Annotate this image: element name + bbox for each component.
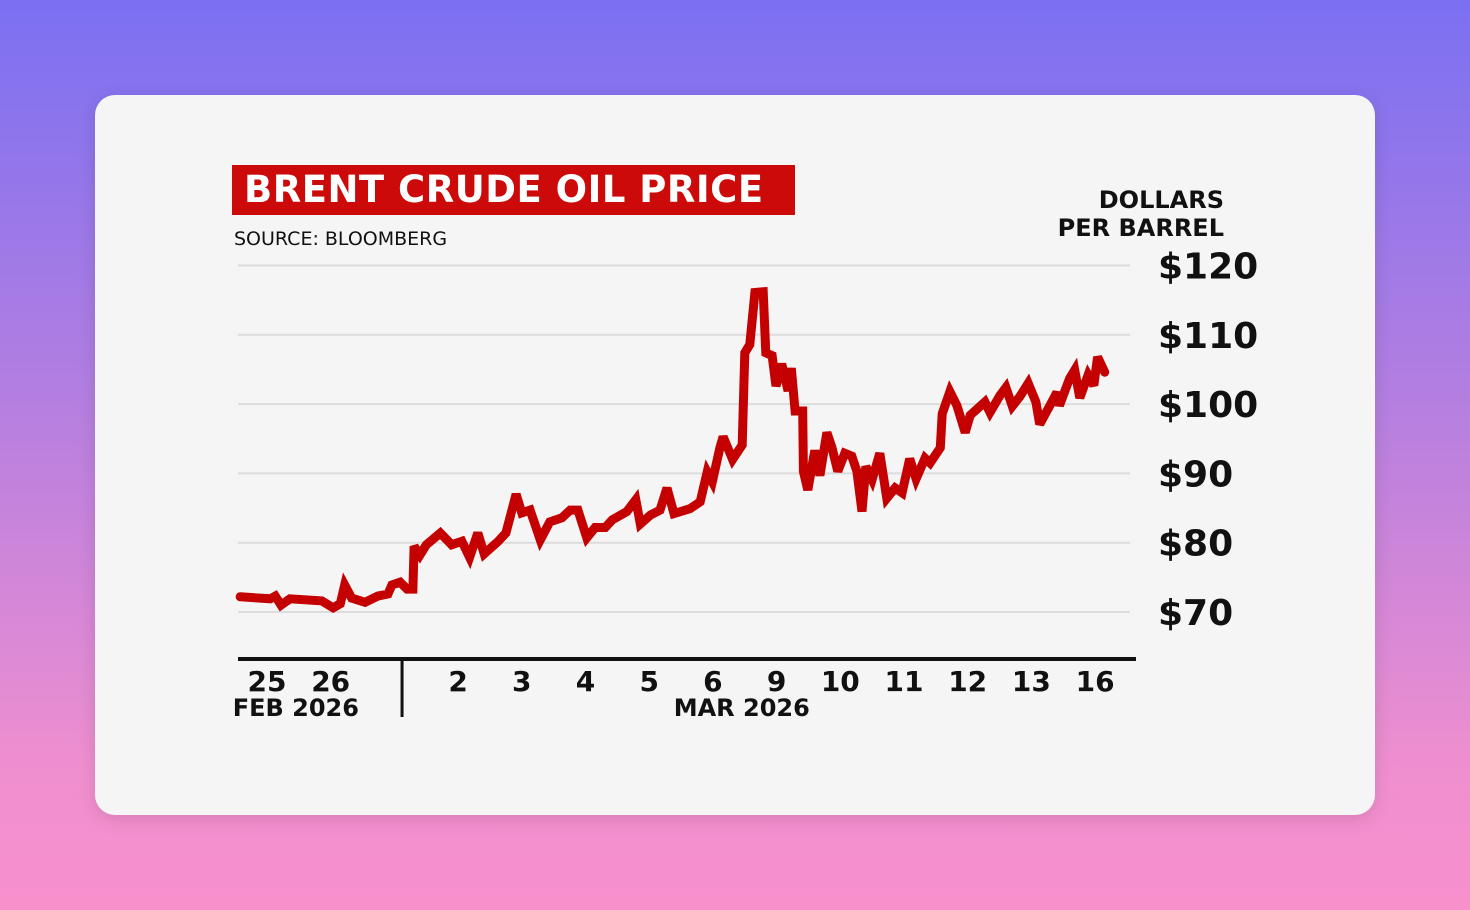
y-tick-label: $70 xyxy=(1158,593,1233,634)
y-axis-label: DOLLARS PER BARREL xyxy=(1058,186,1224,242)
x-tick-label: 12 xyxy=(948,665,987,698)
y-axis-label-line-1: DOLLARS xyxy=(1098,186,1224,214)
price-line xyxy=(235,286,1110,614)
y-tick-label: $80 xyxy=(1158,524,1233,565)
x-tick-label: 9 xyxy=(767,665,786,698)
x-tick-label: 3 xyxy=(512,665,531,698)
x-tick-label: 10 xyxy=(821,665,860,698)
y-tick-label: $120 xyxy=(1158,247,1258,288)
x-tick-label: 25 xyxy=(248,665,287,698)
y-tick-label: $110 xyxy=(1158,316,1258,357)
x-tick-label: 13 xyxy=(1012,665,1051,698)
month-label: FEB 2026 xyxy=(233,694,359,722)
chart-title: BRENT CRUDE OIL PRICE xyxy=(232,165,795,215)
x-tick-label: 11 xyxy=(885,665,924,698)
x-tick-label: 26 xyxy=(311,665,350,698)
x-tick-label: 2 xyxy=(448,665,467,698)
y-tick-label: $90 xyxy=(1158,454,1233,495)
x-tick-label: 16 xyxy=(1076,665,1115,698)
x-tick-label: 6 xyxy=(703,665,722,698)
y-axis-label-line-2: PER BARREL xyxy=(1057,214,1224,242)
chart-source: SOURCE: BLOOMBERG xyxy=(234,228,448,250)
month-label: MAR 2026 xyxy=(674,694,810,722)
x-tick-label: 4 xyxy=(576,665,595,698)
x-tick-label: 5 xyxy=(639,665,658,698)
y-tick-label: $100 xyxy=(1158,385,1258,426)
